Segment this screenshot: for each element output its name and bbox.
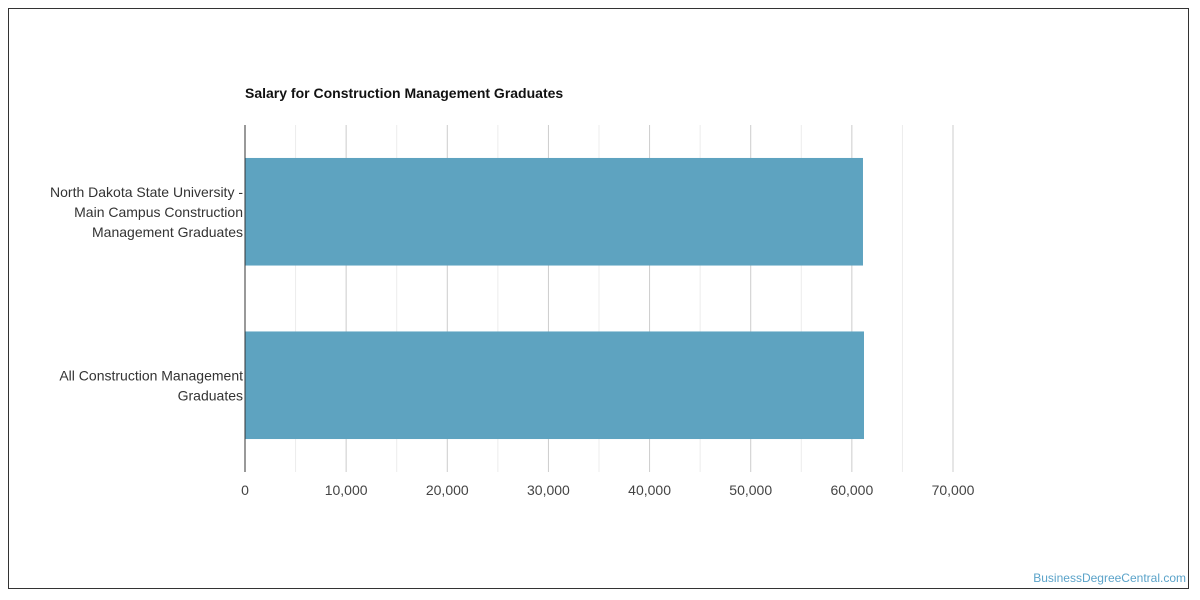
x-tick-label: 0	[241, 482, 249, 498]
category-label: All Construction Management Graduates	[59, 367, 243, 403]
source-watermark: BusinessDegreeCentral.com	[1033, 571, 1186, 585]
category-label: North Dakota State University -Main Camp…	[50, 184, 243, 240]
bar[interactable]	[245, 331, 864, 440]
x-tick-label: 30,000	[527, 482, 570, 498]
x-tick-label: 40,000	[628, 482, 671, 498]
x-tick-label: 60,000	[830, 482, 873, 498]
chart-title: Salary for Construction Management Gradu…	[245, 85, 564, 101]
x-tick-label: 50,000	[729, 482, 772, 498]
x-tick-label: 10,000	[325, 482, 368, 498]
x-tick-label: 70,000	[932, 482, 975, 498]
x-tick-label: 20,000	[426, 482, 469, 498]
bar[interactable]	[245, 157, 863, 266]
